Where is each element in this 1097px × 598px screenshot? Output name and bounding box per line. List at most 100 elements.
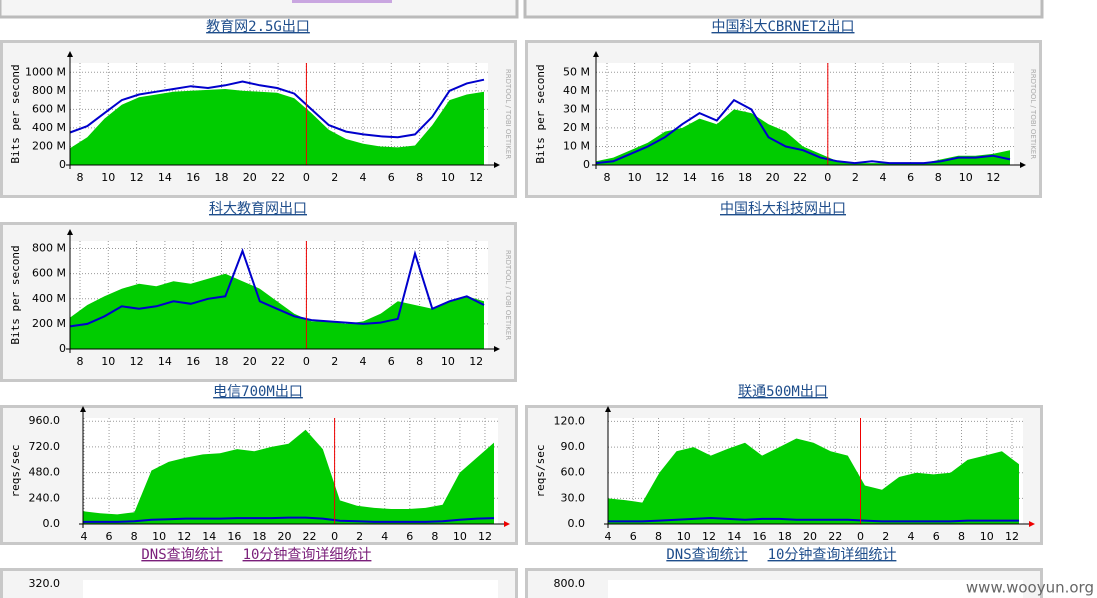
axis-arrow [80,406,86,412]
x-tick-label: 10 [959,171,973,184]
x-tick-label: 8 [77,171,84,184]
x-tick-label: 8 [131,530,138,543]
x-tick-label: 0 [331,530,338,543]
axis-arrow [494,162,500,168]
x-tick-label: 20 [243,355,257,368]
x-tick-label: 2 [331,171,338,184]
axis-arrow [605,406,611,412]
axis-arrow [593,51,599,57]
traffic-line [69,248,485,328]
link[interactable]: 中国科大科技网出口 [720,201,846,217]
y-tick-label: 200 M [32,317,66,330]
axis-arrow [1029,521,1035,527]
x-tick-label: 4 [360,355,367,368]
credit: RRDTOOL / TOBI OETIKER [1029,69,1037,159]
axis-arrow [67,229,73,235]
y-tick-label: 30.0 [561,491,586,504]
x-tick-label: 16 [227,530,241,543]
x-tick-label: 8 [416,355,423,368]
x-tick-label: 4 [360,171,367,184]
traffic-area [83,429,494,524]
x-tick-label: 8 [958,530,965,543]
link[interactable]: 10分钟查询详细统计 [768,546,897,563]
y-tick-label: 50 M [563,65,590,78]
credit: RRDTOOL / TOBI OETIKER [504,250,512,340]
x-tick-label: 14 [683,171,697,184]
traffic-line [69,78,485,139]
y-tick-label: 10 M [563,139,590,152]
x-tick-label: 18 [215,355,229,368]
y-tick-label: 320.0 [29,577,61,590]
x-tick-label: 6 [388,355,395,368]
x-tick-label: 12 [986,171,1000,184]
x-tick-label: 8 [655,530,662,543]
watermark: www.wooyun.org [966,579,1094,597]
x-tick-label: 2 [882,530,889,543]
y-tick-label: 960.0 [29,414,61,427]
x-tick-label: 6 [907,171,914,184]
y-tick-label: 200 M [32,139,66,152]
y-tick-label: 60.0 [561,466,586,479]
link[interactable]: DNS查询统计 [141,547,222,563]
x-tick-label: 0 [303,355,310,368]
x-tick-label: 10 [677,530,691,543]
link[interactable]: 中国科大CBRNET2出口 [711,19,854,35]
link[interactable]: 科大教育网出口 [209,201,307,217]
traffic-line [608,516,1019,523]
y-axis-label: Bits per second [9,64,22,163]
x-tick-label: 4 [908,530,915,543]
link[interactable]: 教育网2.5G出口 [206,19,310,35]
y-tick-label: 600 M [32,102,66,115]
x-tick-label: 16 [753,530,767,543]
x-tick-label: 12 [1005,530,1019,543]
link[interactable]: DNS查询统计 [666,547,747,563]
x-tick-label: 14 [202,530,216,543]
x-tick-label: 10 [441,171,455,184]
y-tick-label: 800 M [32,242,66,255]
y-tick-label: 400 M [32,121,66,134]
x-tick-label: 22 [271,171,285,184]
y-tick-label: 0.0 [568,517,586,530]
x-tick-label: 0 [857,530,864,543]
link[interactable]: 联通500M出口 [738,384,828,400]
traffic-area [596,109,1010,165]
x-tick-label: 20 [766,171,780,184]
y-tick-label: 240.0 [29,491,61,504]
x-tick-label: 4 [880,171,887,184]
x-tick-label: 10 [980,530,994,543]
x-tick-label: 2 [356,530,363,543]
x-tick-label: 18 [252,530,266,543]
x-tick-label: 0 [824,171,831,184]
traffic-area [608,438,1019,524]
x-tick-label: 6 [406,530,413,543]
x-tick-label: 2 [852,171,859,184]
x-tick-label: 10 [441,355,455,368]
x-tick-label: 12 [130,355,144,368]
x-tick-label: 8 [431,530,438,543]
y-tick-label: 90.0 [561,440,586,453]
x-tick-label: 4 [381,530,388,543]
x-tick-label: 12 [478,530,492,543]
x-tick-label: 18 [215,171,229,184]
x-tick-label: 8 [77,355,84,368]
link[interactable]: 电信700M出口 [213,384,303,400]
x-tick-label: 18 [738,171,752,184]
y-tick-label: 0 [583,158,590,171]
x-tick-label: 14 [727,530,741,543]
panel-cut [523,0,1044,19]
x-tick-label: 12 [177,530,191,543]
y-tick-label: 0 [59,342,66,355]
y-tick-label: 0.0 [43,517,61,530]
x-tick-label: 10 [101,355,115,368]
x-tick-label: 8 [935,171,942,184]
x-tick-label: 20 [277,530,291,543]
y-tick-label: 120.0 [554,414,586,427]
x-tick-label: 12 [655,171,669,184]
link[interactable]: 10分钟查询详细统计 [243,546,372,563]
x-tick-label: 6 [388,171,395,184]
traffic-line [83,516,495,523]
x-tick-label: 12 [469,355,483,368]
x-tick-label: 10 [453,530,467,543]
x-tick-label: 16 [186,355,200,368]
x-tick-label: 22 [271,355,285,368]
